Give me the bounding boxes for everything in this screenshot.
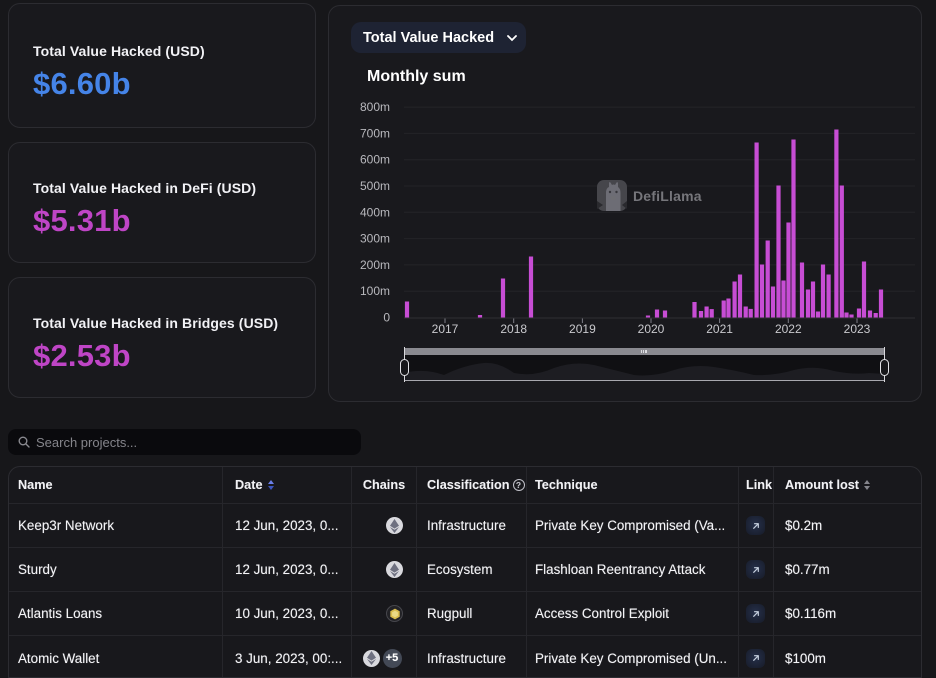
svg-text:200m: 200m bbox=[360, 258, 390, 272]
svg-text:500m: 500m bbox=[360, 179, 390, 193]
svg-text:100m: 100m bbox=[360, 284, 390, 298]
svg-text:600m: 600m bbox=[360, 153, 390, 167]
svg-text:800m: 800m bbox=[360, 100, 390, 114]
svg-text:2021: 2021 bbox=[706, 322, 733, 336]
svg-text:2018: 2018 bbox=[500, 322, 527, 336]
svg-text:2017: 2017 bbox=[432, 322, 459, 336]
svg-text:700m: 700m bbox=[360, 126, 390, 140]
svg-text:2022: 2022 bbox=[775, 322, 802, 336]
svg-text:400m: 400m bbox=[360, 205, 390, 219]
svg-text:300m: 300m bbox=[360, 232, 390, 246]
svg-text:2019: 2019 bbox=[569, 322, 596, 336]
svg-text:2020: 2020 bbox=[638, 322, 665, 336]
svg-text:0: 0 bbox=[383, 311, 390, 325]
svg-text:2023: 2023 bbox=[844, 322, 871, 336]
